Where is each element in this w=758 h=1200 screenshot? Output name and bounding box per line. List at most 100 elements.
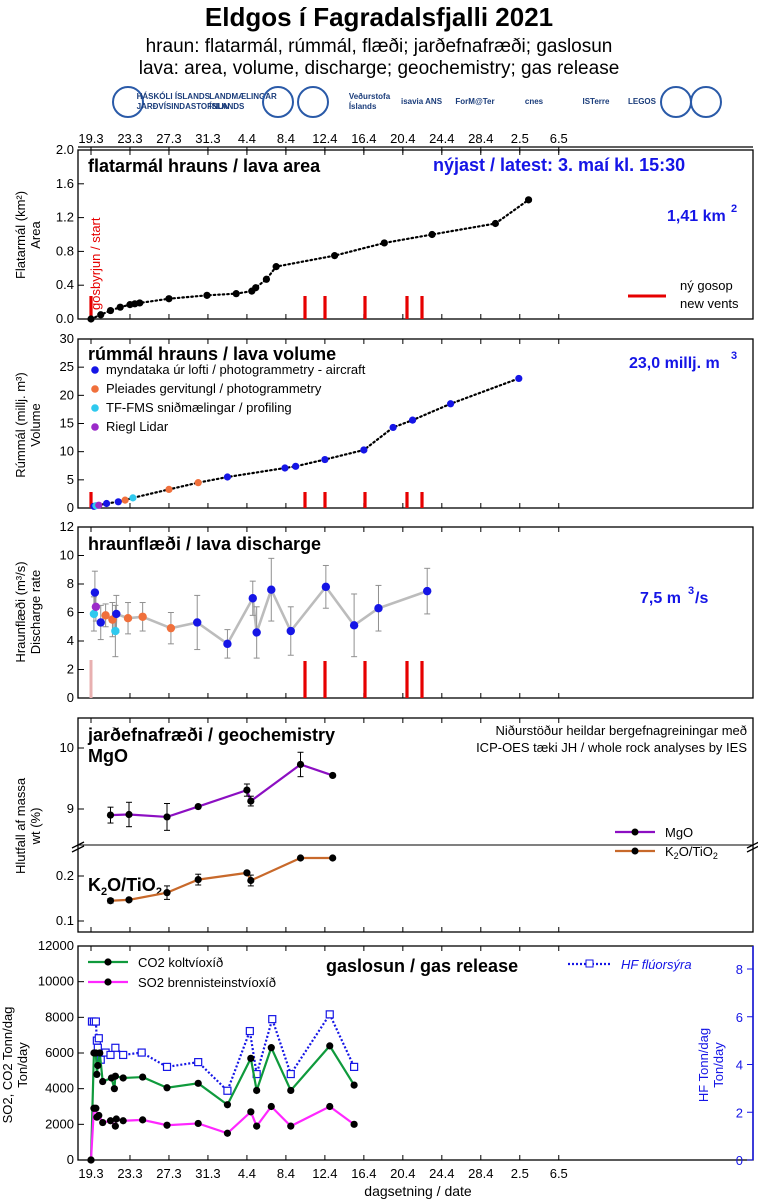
isavia-logo: isavia ANS [400, 97, 443, 106]
so2-point [87, 1156, 95, 1164]
co2-legend-marker [104, 958, 112, 966]
area-point [331, 252, 339, 260]
so2-point [350, 1120, 358, 1128]
hf-point [162, 1062, 172, 1071]
co2-point [223, 1101, 232, 1109]
k2o-sub: 2 [101, 886, 107, 898]
so2-point [267, 1102, 275, 1111]
volume-legend-label: Pleiades gervitungl / photogrammetry [106, 381, 322, 396]
area-point [380, 239, 388, 247]
panel-title-discharge: hraunflæði / lava discharge [88, 534, 321, 554]
hf-point [194, 1058, 203, 1067]
geochem-note-2: ICP-OES tæki JH / whole rock analyses by… [476, 740, 747, 755]
co2-point [326, 1042, 334, 1050]
subtitle-icelandic: hraun: flatarmál, rúmmál, flæði; jarðefn… [145, 36, 613, 57]
top-tick-label: 8.4 [277, 131, 295, 146]
hf-series-line [91, 1012, 356, 1093]
so2-point [95, 1111, 103, 1120]
so2-legend-marker [104, 978, 112, 986]
mgo-line [110, 763, 334, 819]
panel-title-area: flatarmál hrauns / lava area [88, 156, 321, 176]
volume-legend-swatch [91, 385, 99, 393]
k2o-legend-marker [631, 847, 639, 855]
co2-point [111, 1072, 119, 1080]
x-axis-label: dagsetning / date [364, 1183, 472, 1199]
bottom-tick-label: 31.3 [195, 1166, 220, 1181]
co2-point [99, 1077, 107, 1086]
panel-frame-1 [77, 149, 754, 320]
discharge-point [286, 626, 295, 636]
top-tick-label: 28.4 [468, 131, 493, 146]
y-tick-label: 0.1 [56, 913, 74, 928]
hf-point [325, 1010, 334, 1019]
bottom-tick-label: 16.4 [351, 1166, 376, 1181]
y-tick-label: 2 [67, 662, 74, 677]
mgo-legend-marker [631, 828, 639, 836]
co2-point [287, 1086, 295, 1095]
so2-point [163, 1121, 171, 1129]
area-point [524, 196, 533, 204]
axis-break-mark [746, 845, 758, 853]
area-point [136, 299, 144, 307]
so2-point [139, 1116, 147, 1124]
hf-legend-marker [585, 959, 594, 968]
mgo-point [329, 771, 337, 780]
so2-series-line [89, 1104, 355, 1161]
k2o-mid: O/TiO [107, 875, 156, 895]
discharge-unit-sup: 3 [688, 585, 694, 597]
k2o-point [296, 854, 305, 862]
discharge-unit-suffix: /s [695, 590, 708, 607]
volume-unit-sup: 3 [731, 350, 737, 362]
co2-point [247, 1054, 255, 1062]
top-tick-label: 16.4 [351, 131, 376, 146]
volume-point [281, 464, 289, 472]
formater-logo: ForM@Ter [455, 97, 495, 106]
area-unit-sup: 2 [731, 203, 737, 215]
mgo-point [106, 811, 115, 819]
y-tick-label: 8 [67, 576, 74, 591]
k2o-point [125, 896, 133, 904]
volume-point [165, 485, 173, 494]
hf-point [111, 1043, 120, 1052]
y-tick-label: 1.6 [56, 176, 74, 191]
vedurstofa-logo: Veðurstofa Íslands [348, 92, 391, 111]
legos-logo: LEGOS [627, 97, 656, 106]
so2-point [106, 1117, 115, 1125]
co2-point [253, 1086, 261, 1095]
y-tick-label: 0.8 [56, 243, 74, 258]
k2o-point [106, 897, 115, 905]
hf-point [94, 1034, 103, 1043]
y-tick-label: 12000 [38, 938, 74, 953]
area-point [116, 303, 124, 311]
y-tick-label: 30 [60, 331, 74, 346]
top-tick-label: 19.3 [78, 131, 103, 146]
so2-point [111, 1122, 119, 1130]
bottom-tick-label: 2.5 [511, 1166, 529, 1181]
volume-legend-swatch [91, 366, 99, 374]
k2o-subpanel-label: K2O/TiO2 [88, 875, 162, 898]
hf-point [91, 1017, 100, 1026]
so2-point [119, 1117, 127, 1125]
hi-seal-logo [112, 86, 144, 118]
hf-point [137, 1048, 146, 1057]
y-tick-label: 10 [60, 444, 74, 459]
area-point [165, 295, 173, 303]
co2-point [93, 1070, 101, 1078]
y-tick-label: 0 [67, 690, 74, 705]
y-tick-label: 6 [67, 605, 74, 620]
so2-point [247, 1108, 255, 1116]
hf-point [106, 1050, 115, 1060]
y-axis-label: Area [28, 221, 43, 249]
co2-point [350, 1081, 358, 1089]
so2-point [194, 1119, 202, 1128]
axis-break-mark [746, 841, 758, 849]
panel-title-geochemistry: jarðefnafræði / geochemistry [87, 725, 335, 745]
co2-series-line [89, 1044, 356, 1161]
mgo-point [125, 810, 133, 819]
vent-legend-label-en: new vents [680, 296, 739, 311]
axis-break-mark [71, 841, 85, 849]
latest-label: nýjast / latest: 3. maí kl. 15:30 [433, 155, 685, 175]
area-point [491, 219, 500, 228]
k2o-legend-label: K2O/TiO2 [665, 844, 718, 861]
volume-legend-label: Riegl Lidar [106, 419, 169, 434]
